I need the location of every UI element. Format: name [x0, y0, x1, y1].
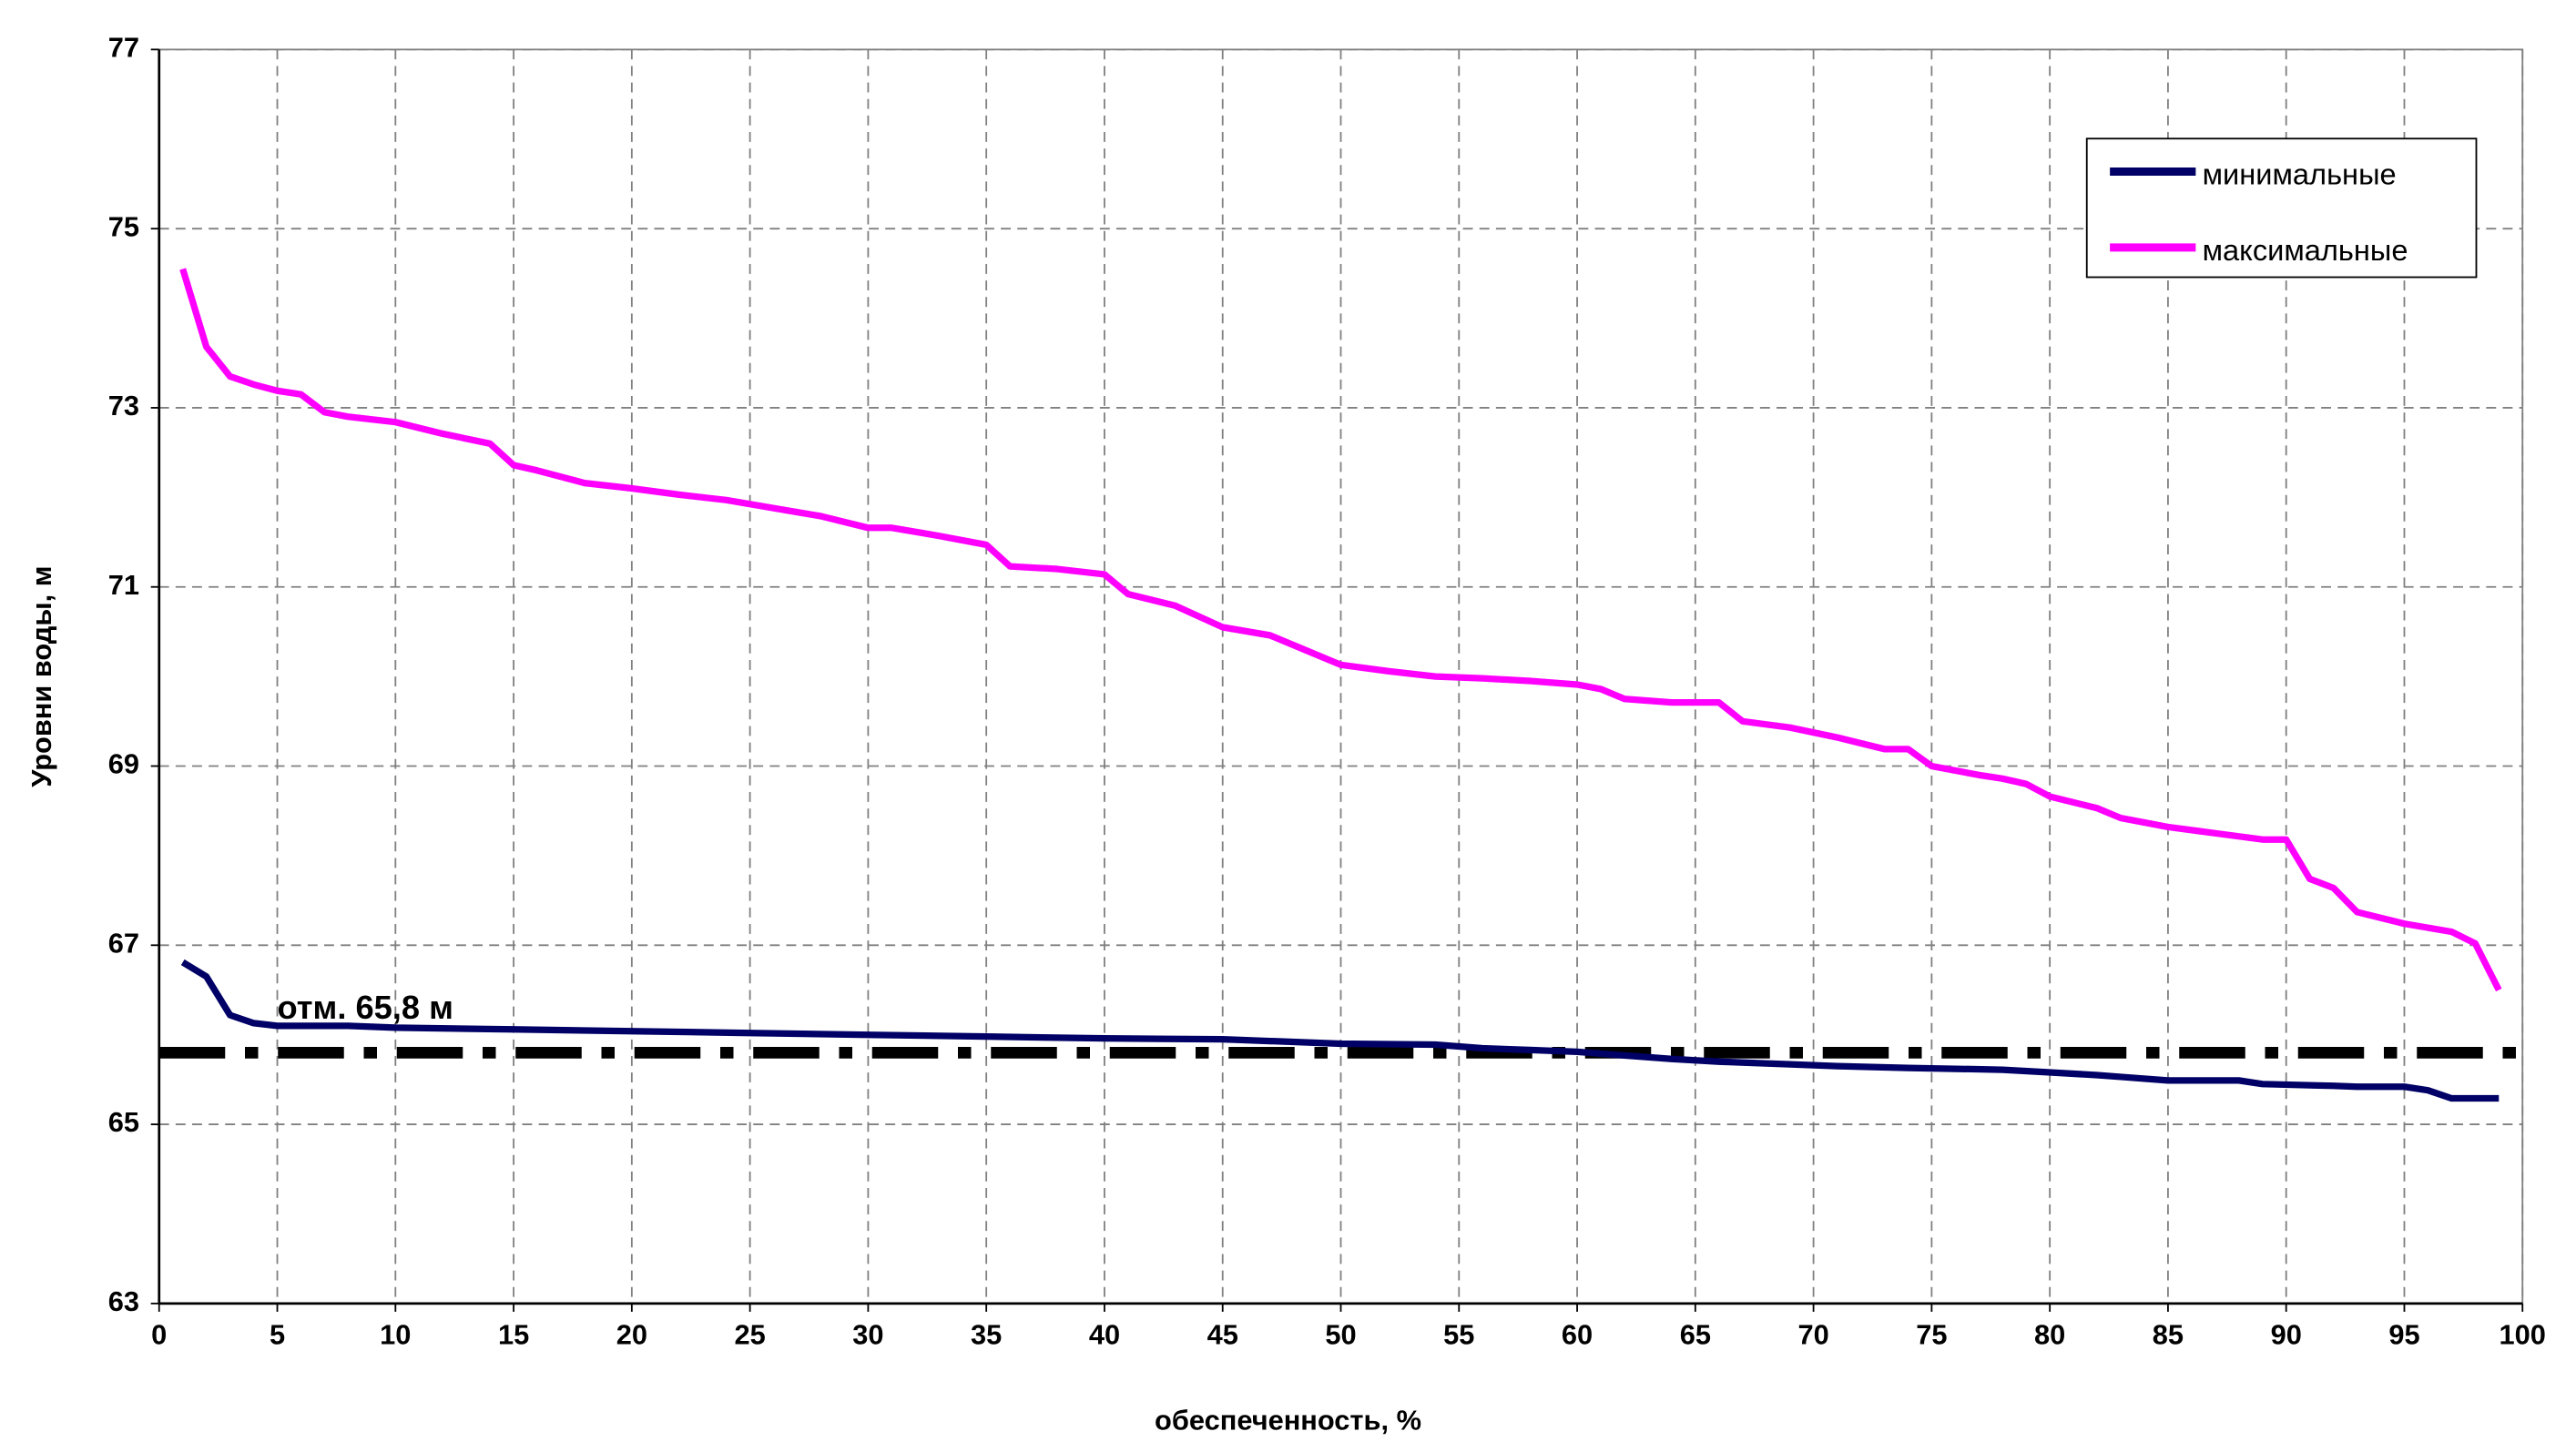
legend-box: [2085, 137, 2478, 279]
y-tick-label: 63: [108, 1285, 139, 1317]
x-tick-label: 90: [2271, 1318, 2302, 1350]
x-tick-label: 50: [1325, 1318, 1356, 1350]
x-tick-label: 80: [2034, 1318, 2065, 1350]
x-tick-label: 40: [1089, 1318, 1120, 1350]
y-tick-label: 73: [108, 390, 139, 421]
x-tick-label: 0: [151, 1318, 167, 1350]
x-tick-label: 55: [1443, 1318, 1474, 1350]
x-tick-label: 45: [1207, 1318, 1238, 1350]
x-tick-label: 65: [1680, 1318, 1711, 1350]
y-tick-label: 65: [108, 1106, 139, 1138]
x-tick-label: 25: [734, 1318, 765, 1350]
series-line: [179, 268, 2502, 992]
x-tick-label: 100: [2500, 1318, 2546, 1350]
reference-label: отм. 65,8 м: [278, 989, 453, 1026]
x-tick-label: 15: [498, 1318, 529, 1350]
series-line: [180, 959, 2500, 1102]
x-tick-label: 35: [971, 1318, 1002, 1350]
y-tick-label: 69: [108, 748, 139, 780]
x-axis-title: обеспеченность, %: [1155, 1405, 1421, 1437]
x-tick-label: 95: [2388, 1318, 2419, 1350]
x-tick-label: 70: [1797, 1318, 1828, 1350]
x-tick-label: 30: [852, 1318, 883, 1350]
x-tick-label: 75: [1916, 1318, 1947, 1350]
y-tick-label: 77: [108, 32, 139, 64]
y-tick-label: 67: [108, 927, 139, 959]
x-tick-label: 60: [1562, 1318, 1593, 1350]
x-tick-label: 85: [2153, 1318, 2184, 1350]
legend-label: максимальные: [2203, 233, 2408, 267]
x-tick-label: 10: [380, 1318, 411, 1350]
y-tick-label: 75: [108, 210, 139, 242]
x-tick-label: 20: [616, 1318, 647, 1350]
legend-label: минимальные: [2203, 157, 2397, 191]
y-tick-label: 71: [108, 569, 139, 601]
x-tick-label: 5: [270, 1318, 285, 1350]
y-axis-title: Уровни воды, м: [25, 565, 57, 787]
